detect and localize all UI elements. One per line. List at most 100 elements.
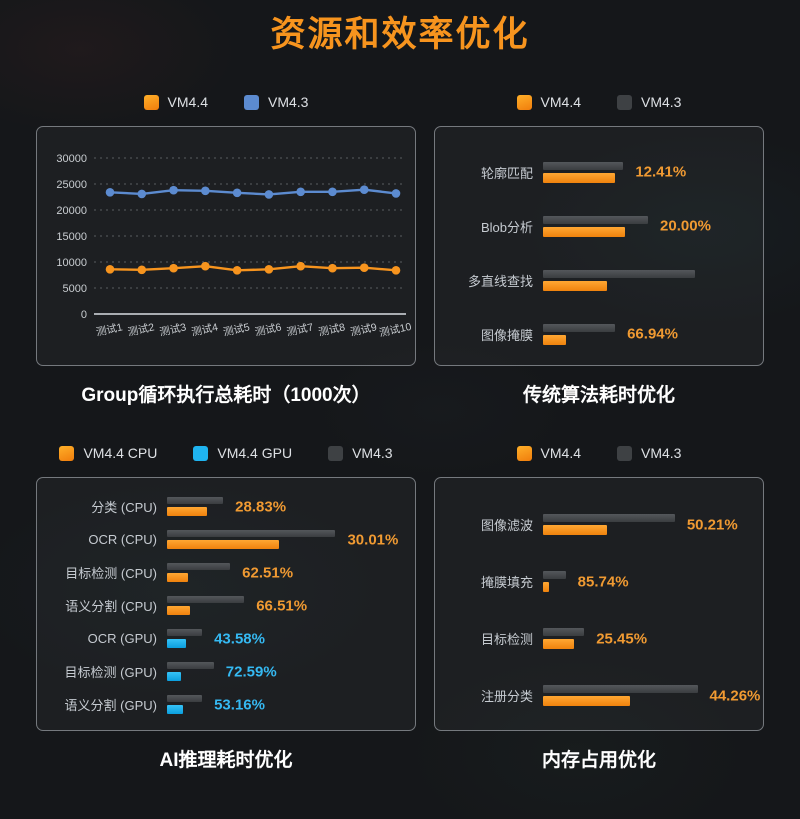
chart-caption: 内存占用优化 [541, 750, 656, 771]
improvement-percent-label: 50.21% [686, 516, 738, 533]
bar-row: 注册分类 44.26% [451, 667, 760, 724]
bar-row: 目标检测 (CPU) 62.51% [53, 556, 401, 589]
legend-item-vm43: VM4.3 [617, 445, 681, 461]
baseline-bar-vm43 [167, 530, 336, 537]
baseline-bar-vm43 [167, 662, 214, 669]
bar-row: Blob分析 20.00% [451, 199, 749, 253]
svg-text:0: 0 [81, 309, 87, 321]
x-axis-labels: 测试1 测试2 测试3 测试4 测试5 测试6 测试7 测试8 测试9 测试10 [95, 320, 413, 340]
svg-text:测试2: 测试2 [127, 320, 156, 338]
bar-track: 30.01% [167, 523, 401, 556]
bar-track: 50.21% [543, 496, 749, 553]
legend-swatch-orange-icon [59, 445, 75, 461]
baseline-bar-vm43 [543, 685, 698, 693]
svg-text:25000: 25000 [56, 179, 87, 191]
page-title: 资源和效率优化 [270, 15, 530, 54]
value-bar-orange [543, 582, 550, 592]
legend-label: VM4.3 [352, 445, 393, 461]
svg-text:测试10: 测试10 [378, 320, 413, 340]
bar-rows-memory: 图像滤波 50.21% 掩膜填充 85.74% 目标检测 25.45% 注册分类 44.26% [435, 478, 763, 730]
bar-row-label: 多直线查找 [467, 273, 533, 289]
bar-track: 43.58% [167, 622, 401, 655]
bar-track: 12.41% [543, 145, 749, 199]
svg-text:5000: 5000 [63, 283, 87, 295]
improvement-percent-label: 53.16% [214, 696, 265, 713]
baseline-bar-vm43 [543, 514, 675, 522]
bar-track: 66.94% [543, 307, 749, 361]
bar-row: 轮廓匹配 12.41% [451, 145, 749, 199]
bar-chart-panel-traditional: 轮廓匹配 12.41% Blob分析 20.00% 多直线查找图像掩膜 66.94% [434, 126, 764, 366]
svg-text:测试4: 测试4 [190, 320, 219, 338]
legend-label: VM4.4 GPU [217, 445, 293, 461]
baseline-bar-vm43 [543, 628, 585, 636]
baseline-bar-vm43 [167, 695, 203, 702]
baseline-bar-vm43 [167, 629, 203, 636]
baseline-bar-vm43 [543, 215, 649, 224]
bar-track: 20.00% [543, 199, 749, 253]
legend-memory-usage: VM4.4 VM4.3 [434, 443, 764, 463]
improvement-percent-label: 43.58% [214, 630, 265, 647]
baseline-bar-vm43 [543, 161, 624, 170]
legend-traditional-algo: VM4.4 VM4.3 [434, 92, 764, 112]
legend-item-vm43: VM4.3 [244, 94, 308, 110]
bar-row-label: 轮廓匹配 [480, 165, 533, 181]
improvement-percent-label: 85.74% [577, 573, 629, 590]
legend-item-vm44: VM4.4 [516, 445, 581, 461]
value-bar-orange [167, 606, 191, 615]
svg-text:测试8: 测试8 [317, 320, 346, 338]
series-VM4.3 [105, 185, 401, 199]
chart-caption: AI推理耗时优化 [159, 750, 293, 771]
svg-text:测试1: 测试1 [95, 320, 124, 338]
svg-text:10000: 10000 [56, 257, 87, 269]
value-bar-orange [167, 573, 189, 582]
legend-item-vm44: VM4.4 [143, 94, 208, 110]
baseline-bar-vm43 [167, 563, 231, 570]
baseline-bar-vm43 [543, 269, 696, 278]
legend-ai-inference: VM4.4 CPU VM4.4 GPU VM4.3 [36, 443, 416, 463]
improvement-percent-label: 25.45% [596, 630, 648, 647]
value-bar-orange [543, 226, 626, 237]
svg-text:测试6: 测试6 [254, 320, 283, 338]
svg-text:测试5: 测试5 [222, 320, 251, 338]
bar-row: 图像掩膜 66.94% [451, 307, 749, 361]
svg-text:测试7: 测试7 [285, 320, 314, 338]
legend-label: VM4.3 [641, 94, 682, 110]
bar-row-label: Blob分析 [480, 219, 533, 235]
bar-track: 62.51% [167, 556, 401, 589]
bar-row: OCR (GPU) 43.58% [53, 622, 401, 655]
legend-item-vm44-cpu: VM4.4 CPU [59, 445, 157, 461]
bar-row: 掩膜填充 85.74% [451, 553, 749, 610]
legend-group-loop: VM4.4 VM4.3 [36, 92, 416, 112]
value-bar-orange [543, 172, 616, 183]
legend-swatch-gray-icon [328, 445, 344, 461]
series-VM4.4 [105, 261, 401, 275]
legend-item-vm43: VM4.3 [328, 445, 393, 461]
bar-row: 目标检测 (GPU) 72.59% [53, 655, 401, 688]
bar-row-label: 目标检测 (CPU) [65, 566, 157, 581]
improvement-percent-label: 44.26% [709, 687, 761, 704]
legend-swatch-orange-icon [516, 94, 532, 110]
bar-row-label: 目标检测 (GPU) [64, 665, 157, 680]
value-bar-cyan [167, 672, 182, 681]
bar-row-label: 注册分类 [480, 689, 533, 704]
bar-row-label: OCR (GPU) [87, 631, 157, 646]
svg-text:20000: 20000 [56, 205, 87, 217]
value-bar-cyan [167, 639, 186, 648]
cell-group-loop: VM4.4 VM4.3 0 5000 10000 15000 20000 25000 300… [36, 86, 416, 407]
value-bar-orange [543, 280, 607, 291]
svg-text:测试3: 测试3 [158, 320, 187, 338]
bar-track: 85.74% [543, 553, 749, 610]
bar-chart-panel-memory: 图像滤波 50.21% 掩膜填充 85.74% 目标检测 25.45% 注册分类 44.26% [434, 477, 764, 731]
bar-row-label: 语义分割 (GPU) [64, 698, 157, 713]
bar-row: 分类 (CPU) 28.83% [53, 490, 401, 523]
bar-track: 72.59% [167, 655, 401, 688]
legend-item-vm44-gpu: VM4.4 GPU [193, 445, 292, 461]
value-bar-orange [543, 334, 566, 345]
svg-text:15000: 15000 [56, 231, 87, 243]
bar-track: 28.83% [167, 490, 401, 523]
line-chart-panel: 0 5000 10000 15000 20000 25000 30000 测试1 测试2 测试3 测… [36, 126, 416, 366]
improvement-percent-label: 66.51% [256, 597, 308, 614]
legend-label: VM4.4 [540, 445, 581, 461]
